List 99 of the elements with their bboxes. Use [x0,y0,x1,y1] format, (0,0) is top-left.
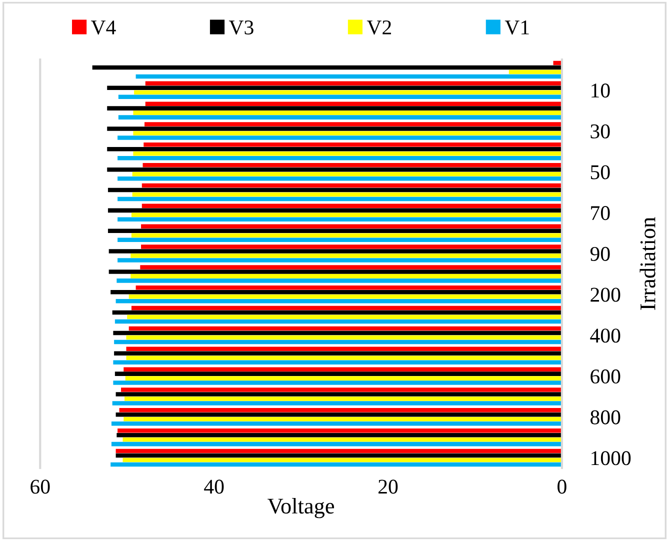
bar [508,70,562,74]
bar [116,392,562,396]
bar [118,217,562,222]
bar [118,258,562,262]
bar [107,147,562,152]
bar [126,356,562,360]
bar [111,422,562,426]
bar [116,278,562,283]
bar [112,401,562,406]
bar [144,142,562,147]
bar [107,126,562,131]
y-tick-label: 200 [590,288,620,302]
y-tick-label: 1000 [592,451,631,466]
bar [132,172,562,176]
bar [108,249,562,254]
y-tick-label: 50 [590,165,610,180]
bar [112,310,562,315]
bar [107,106,562,110]
bar [128,326,562,331]
bar [110,290,562,294]
y-tick-label: 70 [591,206,610,220]
bar [142,162,562,168]
y-tick-label: 600 [590,369,620,384]
bar [125,376,562,380]
bar [116,432,562,438]
bar [107,86,562,90]
bar [124,396,562,401]
bar [134,90,562,95]
bar [114,351,562,356]
bar [124,367,562,372]
bar [122,437,562,442]
bar [136,286,562,290]
bar [124,417,562,422]
y-tick-label: 800 [590,410,620,424]
bar [118,94,562,100]
bar [118,238,562,242]
x-tick-label: 0 [558,480,566,494]
y-tick-label: 400 [590,328,620,343]
bar [131,212,562,218]
legend-label: V3 [228,20,254,35]
bar [136,74,562,79]
bar [92,65,562,70]
y-tick-label: 90 [590,246,610,261]
bar [108,208,562,213]
y-tick-label: 10 [592,84,610,98]
bar [116,298,562,304]
bar [119,408,562,412]
bar [140,265,562,270]
bar [108,228,562,233]
bar [131,306,562,310]
bar [126,335,562,340]
bar [144,122,562,126]
bar [113,380,562,385]
bar [118,136,562,140]
bar [111,442,562,446]
bar [118,176,562,181]
bar [118,156,562,160]
bar [114,340,562,344]
bar [130,254,562,258]
bar [116,412,562,417]
bar [108,270,562,274]
legend-label: V4 [90,20,116,35]
bar [128,294,562,299]
bar [118,115,562,120]
legend-label: V1 [504,20,529,35]
bar [133,110,562,115]
x-axis-title: Voltage [268,498,334,518]
bar [131,233,562,238]
bar [113,330,562,336]
x-tick-label: 20 [378,480,398,494]
bar [114,372,562,376]
bar [133,131,562,136]
bar [113,360,562,365]
bar [132,192,562,197]
bar [142,183,562,188]
bar [141,224,562,228]
bar [116,448,562,454]
bar [108,188,562,192]
bar [126,346,562,352]
x-tick-label: 40 [204,480,224,494]
bar [142,204,562,208]
bar [107,167,562,172]
bar [121,388,562,392]
bar [110,462,562,467]
bar [141,244,562,249]
bar [145,81,562,86]
bar [116,453,562,458]
bar [118,428,562,433]
bar [127,314,562,320]
legend-label: V2 [366,20,391,35]
bar [133,152,562,156]
bar [145,102,562,106]
bar [122,458,562,462]
x-tick-label: 60 [30,480,50,494]
bar [114,319,562,324]
bar [130,274,562,278]
y-tick-label: 30 [590,124,610,138]
y-axis-title: Irradiation [640,217,656,310]
bar [118,196,562,202]
